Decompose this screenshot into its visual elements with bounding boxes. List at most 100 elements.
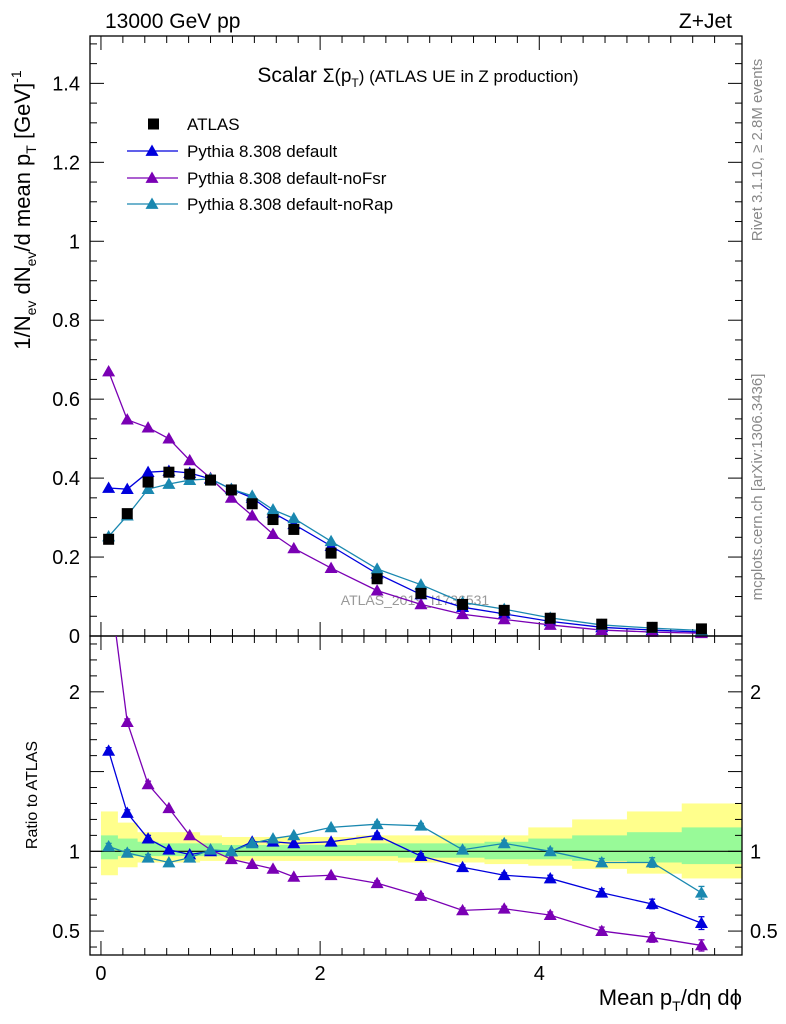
mc-point	[370, 584, 384, 596]
atlas-data-point	[205, 474, 217, 486]
y-tick-label: 0.6	[52, 389, 80, 411]
mc-point	[543, 618, 557, 630]
ratio-point	[245, 836, 259, 849]
ratio-point	[141, 777, 155, 790]
band-inner-bin	[356, 843, 399, 857]
ratio-y-axis-label: Ratio to ATLAS	[24, 741, 41, 849]
atlas-data-point	[121, 508, 133, 520]
y-tick-label: 1	[69, 231, 80, 253]
ratio-point	[266, 862, 280, 874]
ratio-point	[456, 860, 470, 873]
mc-point	[162, 477, 176, 489]
atlas-data-point	[288, 523, 300, 535]
legend-label: Pythia 8.308 default-noRap	[187, 195, 393, 214]
mc-point	[141, 465, 155, 478]
ratio-series	[102, 570, 708, 952]
legend-label: ATLAS	[187, 115, 240, 134]
ratio-point	[595, 855, 609, 868]
ratio-point	[120, 715, 134, 728]
legend-marker-atlas	[148, 118, 159, 130]
ratio-point	[245, 857, 259, 869]
band-inner-bin	[263, 844, 285, 857]
mc-point	[324, 561, 338, 573]
ratio-point	[162, 801, 176, 814]
atlas-data-point	[596, 618, 608, 630]
atlas-data-point	[498, 604, 510, 616]
ratio-point	[102, 570, 115, 581]
ratio-point	[287, 836, 301, 849]
ratio-point	[324, 820, 338, 833]
ratio-point	[141, 851, 155, 863]
ratio-point	[497, 902, 511, 914]
atlas-data-point	[142, 476, 154, 488]
legend-label: Pythia 8.308 default-noFsr	[187, 169, 387, 188]
ratio-y-tick-label: 0.5	[52, 921, 80, 943]
mc-point	[141, 421, 155, 433]
atlas-data-point	[103, 533, 115, 545]
ratio-point	[694, 938, 708, 951]
x-tick-label: 4	[534, 963, 545, 985]
header-process-label: Z+Jet	[679, 10, 732, 33]
band-inner-bin	[572, 835, 628, 861]
ratio-point	[456, 903, 470, 916]
mc-point	[497, 612, 511, 625]
atlas-data-point	[225, 484, 237, 496]
ratio-point	[141, 832, 155, 844]
ratio-y-tick-label: 2	[69, 682, 80, 704]
ratio-point	[543, 844, 557, 857]
ratio-point	[645, 930, 659, 943]
ratio-point	[287, 828, 301, 841]
atlas-data-point	[267, 514, 279, 526]
band-inner-bin	[242, 844, 264, 857]
mc-point	[287, 511, 301, 524]
main-plot: 0 0.2 0.4 0.6 0.8 1 1.2 1.4 Scalar Σ(pT) (ATLAS …	[8, 35, 743, 648]
ratio-point	[183, 851, 197, 863]
ratio-point	[102, 744, 116, 756]
y-tick-label: 0	[69, 626, 80, 648]
y-tick-label: 0.4	[52, 468, 80, 490]
mc-point	[414, 597, 428, 610]
atlas-data-point	[163, 466, 175, 478]
band-inner-bin	[137, 841, 159, 857]
atlas-data-point	[457, 598, 469, 610]
ratio-point	[370, 817, 384, 830]
ratio-point	[162, 843, 176, 855]
ratio-point	[645, 855, 659, 868]
y-tick-label: 0.2	[52, 547, 80, 569]
mc-point	[456, 607, 470, 620]
legend-marker	[145, 197, 159, 209]
ratio-point	[543, 908, 557, 920]
atlas-data-point	[646, 621, 658, 633]
ratio-y-tick-label-right: 2	[750, 682, 761, 704]
legend-marker	[145, 171, 159, 183]
ratio-point	[224, 844, 238, 857]
ratio-point	[414, 889, 428, 901]
band-inner-bin	[681, 827, 742, 865]
mc-point	[414, 578, 428, 590]
chart-title: Scalar Σ(pT) (ATLAS UE in Z production)	[257, 64, 578, 90]
ratio-point	[694, 886, 708, 898]
x-tick-label: 0	[95, 963, 106, 985]
legend-marker	[145, 144, 159, 156]
ratio-point	[497, 868, 511, 881]
x-axis-label: Mean pT/dη dϕ	[599, 985, 742, 1014]
legend-label: Pythia 8.308 default	[187, 142, 338, 161]
atlas-data-point	[325, 547, 337, 559]
ratio-point	[414, 819, 428, 831]
ratio-point	[266, 832, 280, 844]
mc-point	[141, 482, 155, 495]
ratio-point	[370, 828, 384, 841]
ratio-point	[370, 876, 384, 889]
mc-point	[183, 453, 197, 466]
ratio-point	[324, 868, 338, 881]
header-beam-label: 13000 GeV pp	[105, 10, 240, 33]
atlas-data-point	[695, 623, 707, 635]
mc-point	[266, 527, 280, 540]
ratio-frame	[89, 635, 743, 956]
ratio-y-tick-label-right: 1	[750, 841, 761, 863]
atlas-data-point	[371, 573, 383, 585]
y-axis-label: 1/Nev dNev/d mean pT [GeV]-1	[8, 70, 39, 350]
ratio-point	[120, 846, 134, 858]
mc-point	[102, 481, 116, 493]
